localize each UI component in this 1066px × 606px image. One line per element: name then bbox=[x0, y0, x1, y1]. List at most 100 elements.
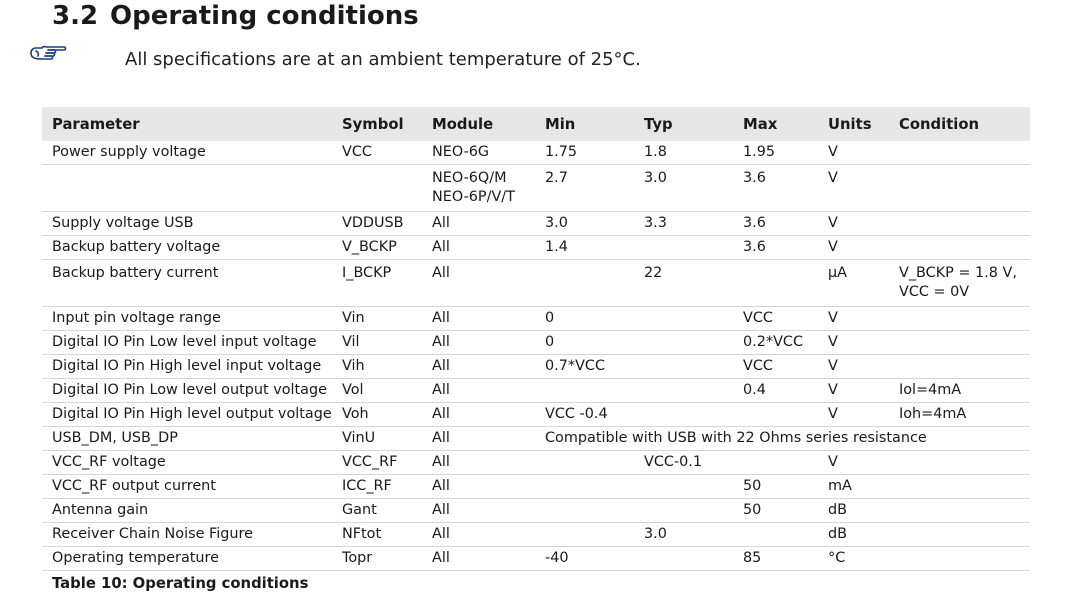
cell-condition bbox=[889, 355, 1030, 379]
note-text: All specifications are at an ambient tem… bbox=[125, 49, 641, 70]
cell-max: 0.4 bbox=[743, 382, 766, 398]
table-row: Power supply voltage VCC NEO-6G 1.75 1.8 1.95… bbox=[42, 141, 1030, 165]
cell-units: µA bbox=[828, 265, 848, 281]
section-number: 3.2 bbox=[52, 1, 99, 31]
cell-condition bbox=[889, 523, 1030, 547]
cell-max: 3.6 bbox=[743, 239, 766, 255]
table-row: Digital IO Pin High level output voltage… bbox=[42, 403, 1030, 427]
cell-max: 1.95 bbox=[743, 144, 776, 160]
section-heading: 3.2 Operating conditions bbox=[52, 0, 419, 32]
cell-max: VCC bbox=[743, 358, 773, 374]
cell-min bbox=[535, 475, 634, 499]
cell-parameter: Digital IO Pin High level output voltage bbox=[52, 406, 332, 422]
cell-min: 2.7 bbox=[545, 170, 568, 186]
table-row: Operating temperature Topr All -40 85 °C bbox=[42, 547, 1030, 571]
cell-min: 1.75 bbox=[545, 144, 578, 160]
cell-min: 0.7*VCC bbox=[545, 358, 606, 374]
cell-parameter: Input pin voltage range bbox=[52, 310, 221, 326]
cell-parameter: Digital IO Pin Low level input voltage bbox=[52, 334, 317, 350]
column-header: Typ bbox=[644, 115, 673, 133]
cell-parameter: VCC_RF voltage bbox=[52, 454, 166, 470]
cell-typ: 3.3 bbox=[644, 215, 667, 231]
table-row: USB_DM, USB_DP VinU All Compatible with USB… bbox=[42, 427, 1030, 451]
column-header: Module bbox=[432, 115, 494, 133]
cell-symbol: Vol bbox=[342, 382, 364, 398]
cell-module: All bbox=[432, 550, 450, 566]
cell-parameter: Backup battery current bbox=[52, 265, 219, 281]
cell-parameter: Power supply voltage bbox=[52, 144, 206, 160]
cell-min: VCC -0.4 bbox=[545, 406, 608, 422]
cell-symbol bbox=[332, 165, 422, 212]
column-header: Symbol bbox=[342, 115, 404, 133]
cell-symbol: Gant bbox=[342, 502, 377, 518]
cell-max bbox=[733, 403, 818, 427]
cell-parameter: Digital IO Pin Low level output voltage bbox=[52, 382, 327, 398]
cell-typ: 22 bbox=[644, 265, 663, 281]
cell-typ bbox=[634, 355, 733, 379]
table-row: Digital IO Pin Low level output voltage V… bbox=[42, 379, 1030, 403]
cell-symbol: NFtot bbox=[342, 526, 382, 542]
cell-min bbox=[535, 523, 634, 547]
column-header: Max bbox=[743, 115, 778, 133]
cell-units: °C bbox=[828, 550, 846, 566]
cell-module: All bbox=[432, 239, 450, 255]
cell-typ bbox=[634, 475, 733, 499]
pointing-hand-icon bbox=[30, 45, 67, 60]
table-row: NEO-6Q/M NEO-6P/V/T 2.7 3.0 3.6 V bbox=[42, 165, 1030, 212]
cell-symbol: V_BCKP bbox=[342, 239, 397, 255]
table-caption: Table 10: Operating conditions bbox=[52, 575, 309, 592]
table-row: VCC_RF voltage VCC_RF All VCC-0.1 V bbox=[42, 451, 1030, 475]
cell-typ: 3.0 bbox=[644, 526, 667, 542]
cell-span: Compatible with USB with 22 Ohms series … bbox=[545, 430, 927, 446]
cell-units: V bbox=[828, 170, 838, 186]
cell-module: All bbox=[432, 334, 450, 350]
cell-parameter: Antenna gain bbox=[52, 502, 149, 518]
cell-units: dB bbox=[828, 526, 848, 542]
cell-parameter: Supply voltage USB bbox=[52, 215, 194, 231]
cell-max: 3.6 bbox=[743, 215, 766, 231]
cell-module: All bbox=[432, 526, 450, 542]
table-row: Input pin voltage range Vin All 0 VCC V bbox=[42, 307, 1030, 331]
table-row: Receiver Chain Noise Figure NFtot All 3.0 dB bbox=[42, 523, 1030, 547]
cell-symbol: I_BCKP bbox=[342, 265, 392, 281]
table-row: Supply voltage USB VDDUSB All 3.0 3.3 3.6 V bbox=[42, 212, 1030, 236]
cell-typ: 3.0 bbox=[644, 170, 667, 186]
cell-min bbox=[535, 379, 634, 403]
cell-units: mA bbox=[828, 478, 852, 494]
cell-symbol: Vin bbox=[342, 310, 365, 326]
cell-condition bbox=[889, 165, 1030, 212]
cell-units: V bbox=[828, 215, 838, 231]
cell-condition bbox=[889, 547, 1030, 571]
cell-module: All bbox=[432, 358, 450, 374]
section-title: Operating conditions bbox=[110, 1, 419, 31]
cell-min: 0 bbox=[545, 310, 555, 326]
cell-condition bbox=[889, 141, 1030, 165]
cell-condition bbox=[889, 499, 1030, 523]
cell-min bbox=[535, 260, 634, 307]
cell-max bbox=[733, 523, 818, 547]
cell-symbol: Vil bbox=[342, 334, 360, 350]
cell-typ bbox=[634, 403, 733, 427]
cell-symbol: Vih bbox=[342, 358, 365, 374]
cell-typ bbox=[634, 307, 733, 331]
cell-max: 85 bbox=[743, 550, 762, 566]
cell-condition bbox=[889, 475, 1030, 499]
table-row: Backup battery voltage V_BCKP All 1.4 3.6 V bbox=[42, 236, 1030, 260]
cell-max bbox=[733, 451, 818, 475]
cell-module: All bbox=[432, 310, 450, 326]
cell-module: All bbox=[432, 502, 450, 518]
cell-max: VCC bbox=[743, 310, 773, 326]
cell-condition: Ioh=4mA bbox=[899, 406, 967, 422]
cell-module: All bbox=[432, 454, 450, 470]
cell-condition: Iol=4mA bbox=[899, 382, 962, 398]
cell-module: All bbox=[432, 215, 450, 231]
cell-condition bbox=[889, 307, 1030, 331]
cell-parameter: USB_DM, USB_DP bbox=[52, 430, 178, 446]
cell-parameter: Receiver Chain Noise Figure bbox=[52, 526, 253, 542]
cell-min: -40 bbox=[545, 550, 569, 566]
cell-symbol: VDDUSB bbox=[342, 215, 404, 231]
cell-symbol: Topr bbox=[342, 550, 373, 566]
cell-units: V bbox=[828, 334, 838, 350]
table-row: VCC_RF output current ICC_RF All 50 mA bbox=[42, 475, 1030, 499]
cell-typ: 1.8 bbox=[644, 144, 667, 160]
